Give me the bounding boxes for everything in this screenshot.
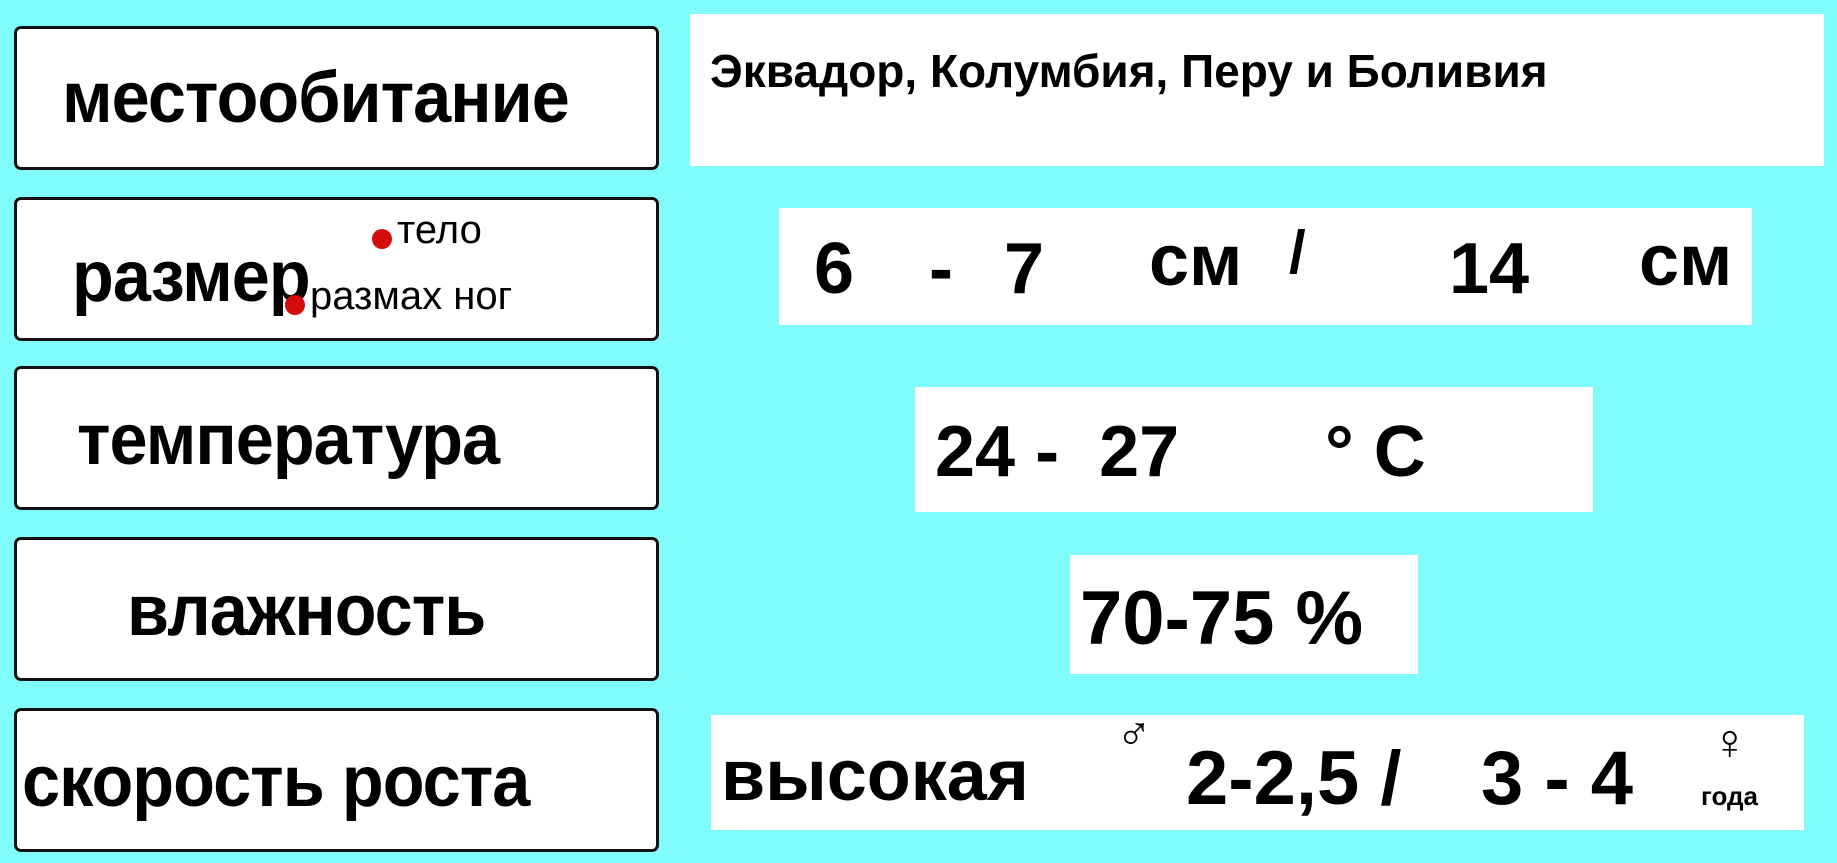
legspan-value: 14 bbox=[1449, 229, 1530, 309]
label-habitat-text: местообитание bbox=[62, 58, 570, 138]
female-age: 3 - 4 bbox=[1481, 736, 1634, 821]
dash: - bbox=[929, 229, 953, 309]
label-growth: скорость роста bbox=[14, 708, 659, 852]
temperature-range: 24 - 27 bbox=[935, 412, 1180, 492]
body-max: 7 bbox=[1004, 229, 1045, 309]
value-size: 6 - 7 см / 14 см bbox=[779, 208, 1752, 325]
body-min: 6 bbox=[814, 229, 855, 309]
label-humidity: влажность bbox=[14, 537, 659, 681]
humidity-text: 70-75 % bbox=[1080, 576, 1364, 661]
label-growth-text: скорость роста bbox=[22, 742, 530, 822]
growth-rate: высокая bbox=[721, 736, 1029, 816]
label-habitat: местообитание bbox=[14, 26, 659, 170]
unit-cm-2: см bbox=[1639, 221, 1733, 301]
legend-legspan: размах ног bbox=[310, 274, 513, 318]
label-size: размер тело размах ног bbox=[14, 197, 659, 341]
value-temperature: 24 - 27 ° C bbox=[915, 387, 1593, 512]
male-icon: ♂ bbox=[1116, 708, 1152, 761]
temperature-unit: ° C bbox=[1325, 412, 1426, 492]
legend-body: тело bbox=[397, 208, 482, 252]
legspan-dot-icon bbox=[285, 295, 305, 315]
label-temperature-text: температура bbox=[77, 400, 500, 480]
unit-cm-1: см bbox=[1149, 221, 1243, 301]
male-age: 2-2,5 / bbox=[1186, 736, 1402, 821]
value-habitat: Эквадор, Колумбия, Перу и Боливия bbox=[690, 14, 1824, 166]
habitat-text: Эквадор, Колумбия, Перу и Боливия bbox=[710, 45, 1548, 97]
body-dot-icon bbox=[372, 229, 392, 249]
label-humidity-text: влажность bbox=[127, 571, 486, 651]
label-size-text: размер bbox=[72, 237, 311, 317]
value-humidity: 70-75 % bbox=[1070, 555, 1418, 674]
label-temperature: температура bbox=[14, 366, 659, 510]
separator: / bbox=[1289, 219, 1306, 286]
value-growth: высокая ♂ 2-2,5 / 3 - 4 ♀ года bbox=[711, 708, 1804, 830]
years-unit: года bbox=[1701, 781, 1758, 811]
female-icon: ♀ bbox=[1711, 714, 1749, 770]
